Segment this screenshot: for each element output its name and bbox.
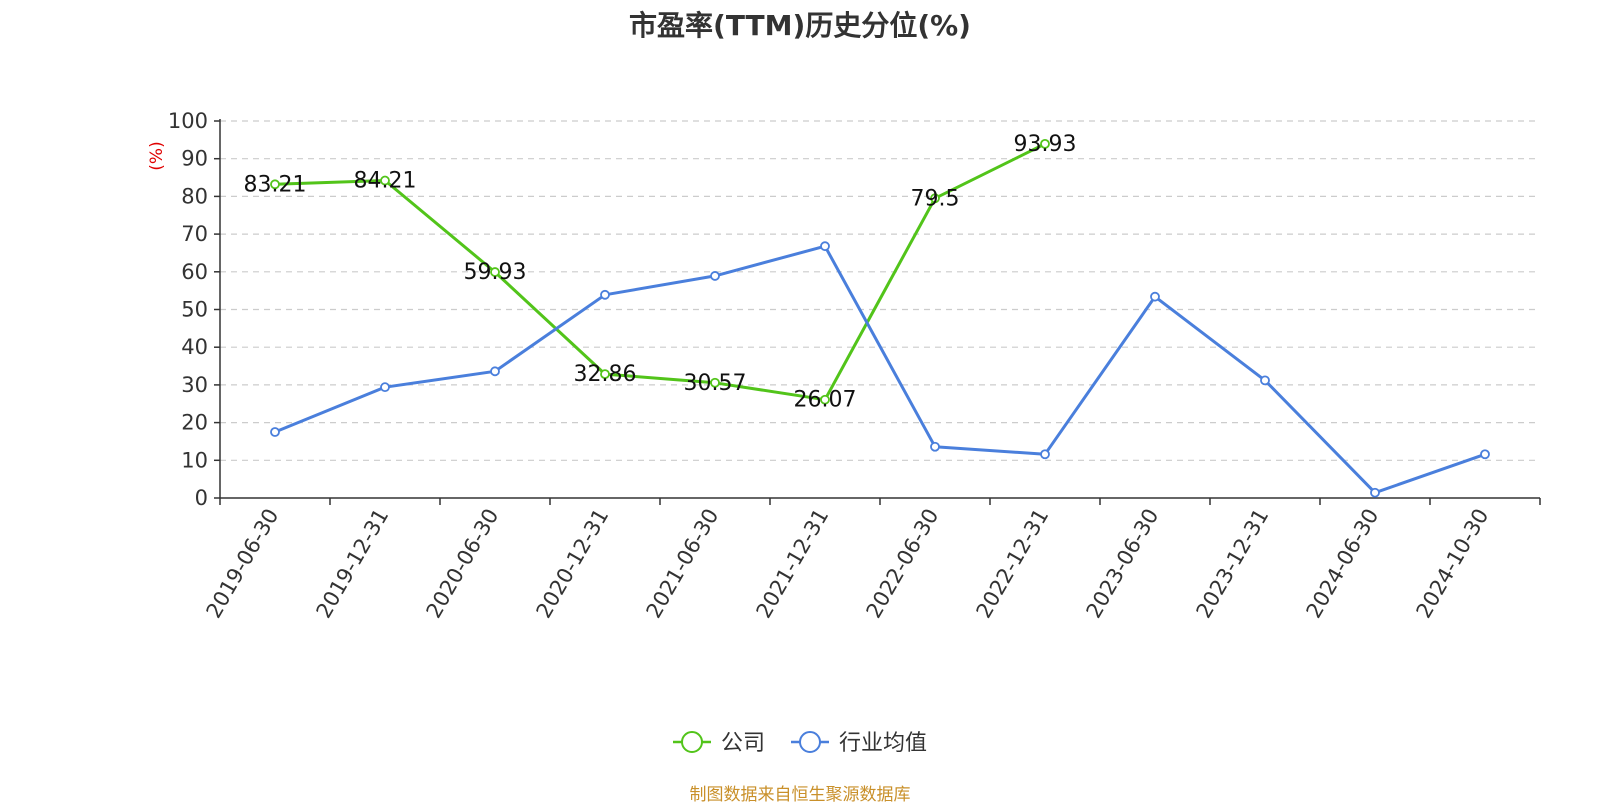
data-point [930,193,940,204]
data-point [820,394,830,405]
data-point [710,377,720,388]
data-labels: 83.21 84.21 59.93 32.86 30.57 26.07 79.5 93.93 [244,132,1077,413]
x-tick-label: 2022-12-31 [972,505,1054,623]
series-lines [270,138,1490,498]
x-tick-label: 2023-12-31 [1192,505,1274,623]
x-tick-label: 2022-06-30 [862,505,944,623]
data-point [930,441,940,452]
legend-label-1: 行业均值 [839,731,927,756]
data-point [600,289,610,300]
data-point [1260,375,1270,386]
data-label: 79.5 [911,186,960,211]
data-label: 32.86 [574,362,637,387]
x-tick-label: 2019-06-30 [202,505,284,623]
grid-lines [220,120,1540,461]
x-tick-label: 2021-06-30 [642,505,724,623]
data-point [490,366,500,377]
data-label: 93.93 [1014,132,1077,157]
y-tick-label: 90 [181,147,208,171]
series-line-1 [274,244,1486,495]
data-point [1150,291,1160,302]
data-point [1040,138,1050,149]
data-point [600,369,610,380]
data-point [820,241,830,252]
legend-marker-1 [799,731,821,753]
x-tick-label: 2021-12-31 [752,505,834,623]
data-label: 83.21 [244,172,307,197]
y-tick-label: 100 [168,109,208,133]
x-tick-label: 2019-12-31 [312,505,394,623]
x-tick-label: 2024-10-30 [1412,505,1494,623]
y-tick-label: 0 [195,486,208,510]
data-point [380,382,390,393]
data-point [710,271,720,281]
data-point [1040,449,1050,460]
data-point [490,267,500,277]
x-tick-label: 2024-06-30 [1302,505,1384,623]
data-label: 30.57 [684,371,747,396]
data-point [380,175,390,186]
chart-title: 市盈率(TTM)历史分位(%) [629,9,971,42]
x-tick-label: 2020-06-30 [422,505,504,623]
y-tick-label: 70 [181,222,208,246]
data-point [270,179,280,190]
y-tick-label: 60 [181,260,208,284]
x-tick-label: 2023-06-30 [1082,505,1164,623]
legend-label-0: 公司 [721,731,765,756]
y-axis-unit-label: (%) [147,141,167,170]
data-point [1370,487,1380,498]
data-label: 59.93 [464,260,527,285]
y-tick-label: 40 [181,335,208,359]
legend-marker-0 [681,731,703,753]
x-tick-label: 2020-12-31 [532,505,614,623]
y-tick-label: 80 [181,184,208,208]
series-line-0 [274,142,1046,402]
y-tick-label: 10 [181,448,208,472]
y-tick-label: 20 [181,411,208,435]
source-note: 制图数据来自恒生聚源数据库 [689,785,911,805]
data-label: 84.21 [354,169,417,194]
y-tick-label: 50 [181,298,208,322]
y-tick-label: 30 [181,373,208,397]
data-point [270,427,280,437]
data-point [1480,449,1490,460]
data-label: 26.07 [794,388,857,413]
legend: 公司 行业均值 [673,731,927,756]
